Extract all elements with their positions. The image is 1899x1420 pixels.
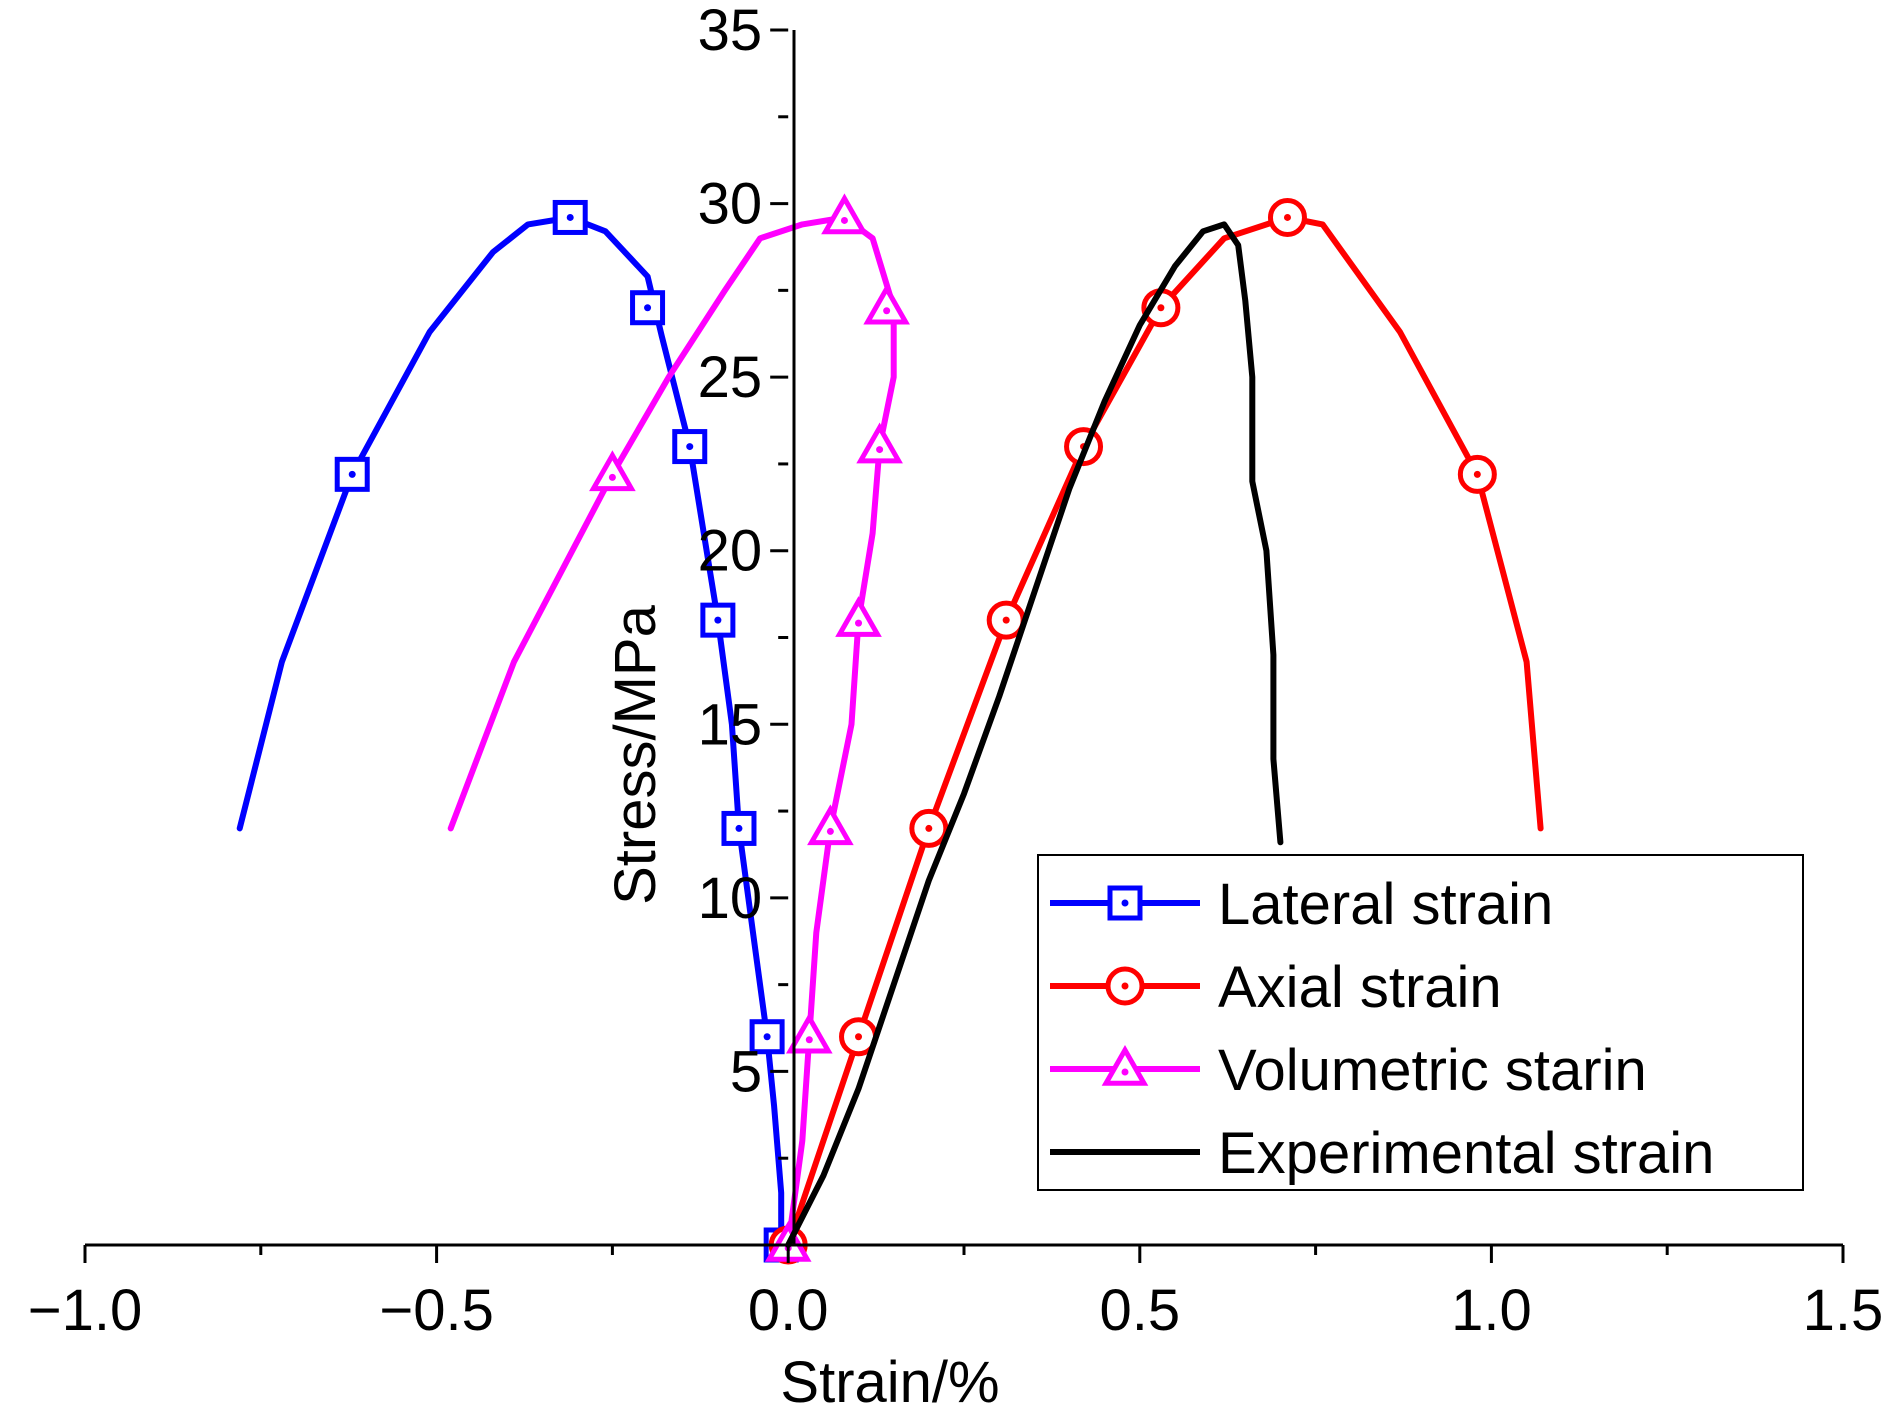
volumetric-starin-marker-dot [840,216,848,224]
volumetric-starin-marker-dot [876,446,884,454]
axial-strain-marker-dot [925,824,933,832]
y-tick-label: 25 [698,345,763,410]
axial-strain-marker-dot [1473,470,1481,478]
volumetric-starin-marker [835,596,882,637]
axial-strain-marker-dot [855,1033,863,1041]
lateral-strain-marker-dot [714,616,722,624]
lateral-strain-marker-dot [348,470,356,478]
legend-label: Experimental strain [1218,1121,1714,1186]
lateral-strain-marker-dot [763,1033,771,1041]
volumetric-starin-line [447,214,897,1248]
volumetric-starin-marker [856,422,903,464]
volumetric-starin-marker [821,193,868,235]
legend-marker-dot [1121,899,1129,907]
legend: Lateral strain Axial strain Volumetric sta… [1037,854,1804,1191]
y-tick-label: 15 [698,692,763,757]
volumetric-starin-marker-dot [883,307,891,315]
legend-box [1037,854,1804,1191]
legend-items: Lateral strain Axial strain Volumetric sta… [1050,872,1714,1186]
x-tick-label: 0.5 [1099,1278,1180,1343]
lateral-strain-marker-dot [735,824,743,832]
axial-strain-marker-dot [1157,304,1165,312]
x-tick-label: −0.5 [379,1278,494,1343]
x-axis-ticks: −1.0 −0.5 0.0 0.5 1.0 1.5 [28,1245,1884,1343]
legend-item-experimental-strain: Experimental strain [1050,1121,1714,1186]
volumetric-starin-marker [863,283,910,325]
legend-label: Lateral strain [1218,872,1553,937]
y-tick-label: 35 [698,0,763,63]
legend-marker-dot [1121,1068,1129,1076]
y-tick-label: 30 [698,172,763,237]
volumetric-starin-series [447,193,910,1262]
y-tick-label: 20 [698,519,763,584]
volumetric-starin-marker-dot [855,619,863,627]
y-tick-label: 5 [730,1039,762,1104]
legend-label: Volumetric starin [1218,1038,1647,1103]
volumetric-starin-marker [785,1012,833,1054]
volumetric-starin-marker-dot [608,473,616,481]
volumetric-starin-marker [807,804,854,846]
legend-item-volumetric-starin: Volumetric starin [1050,1038,1647,1103]
experimental-strain-series [785,221,1284,1248]
legend-marker-dot [1121,982,1129,990]
x-tick-label: −1.0 [28,1278,143,1343]
x-axis-title: Strain/% [780,1350,999,1415]
x-tick-label: 1.0 [1451,1278,1532,1343]
axial-strain-marker-dot [1002,616,1010,624]
experimental-strain-line [785,221,1284,1248]
legend-label: Axial strain [1218,955,1502,1020]
volumetric-starin-marker-dot [826,827,834,835]
x-tick-label: 0.0 [748,1278,829,1343]
volumetric-starin-marker [589,450,636,492]
volumetric-starin-marker-dot [805,1036,813,1044]
lateral-strain-marker-dot [566,213,574,221]
y-axis-ticks: 5 10 15 20 25 30 35 [698,0,789,1160]
y-tick-label: 10 [698,866,763,931]
plot-area [236,193,1544,1265]
lateral-strain-marker [749,1019,785,1055]
lateral-strain-marker-dot [686,443,694,451]
legend-item-axial-strain: Axial strain [1050,955,1502,1020]
legend-marker [1101,1044,1149,1086]
x-tick-label: 1.5 [1803,1278,1884,1343]
legend-item-lateral-strain: Lateral strain [1050,872,1553,937]
y-axis-title: Stress/MPa [603,604,668,904]
lateral-strain-marker-dot [644,304,652,312]
axial-strain-marker-dot [1283,213,1291,221]
